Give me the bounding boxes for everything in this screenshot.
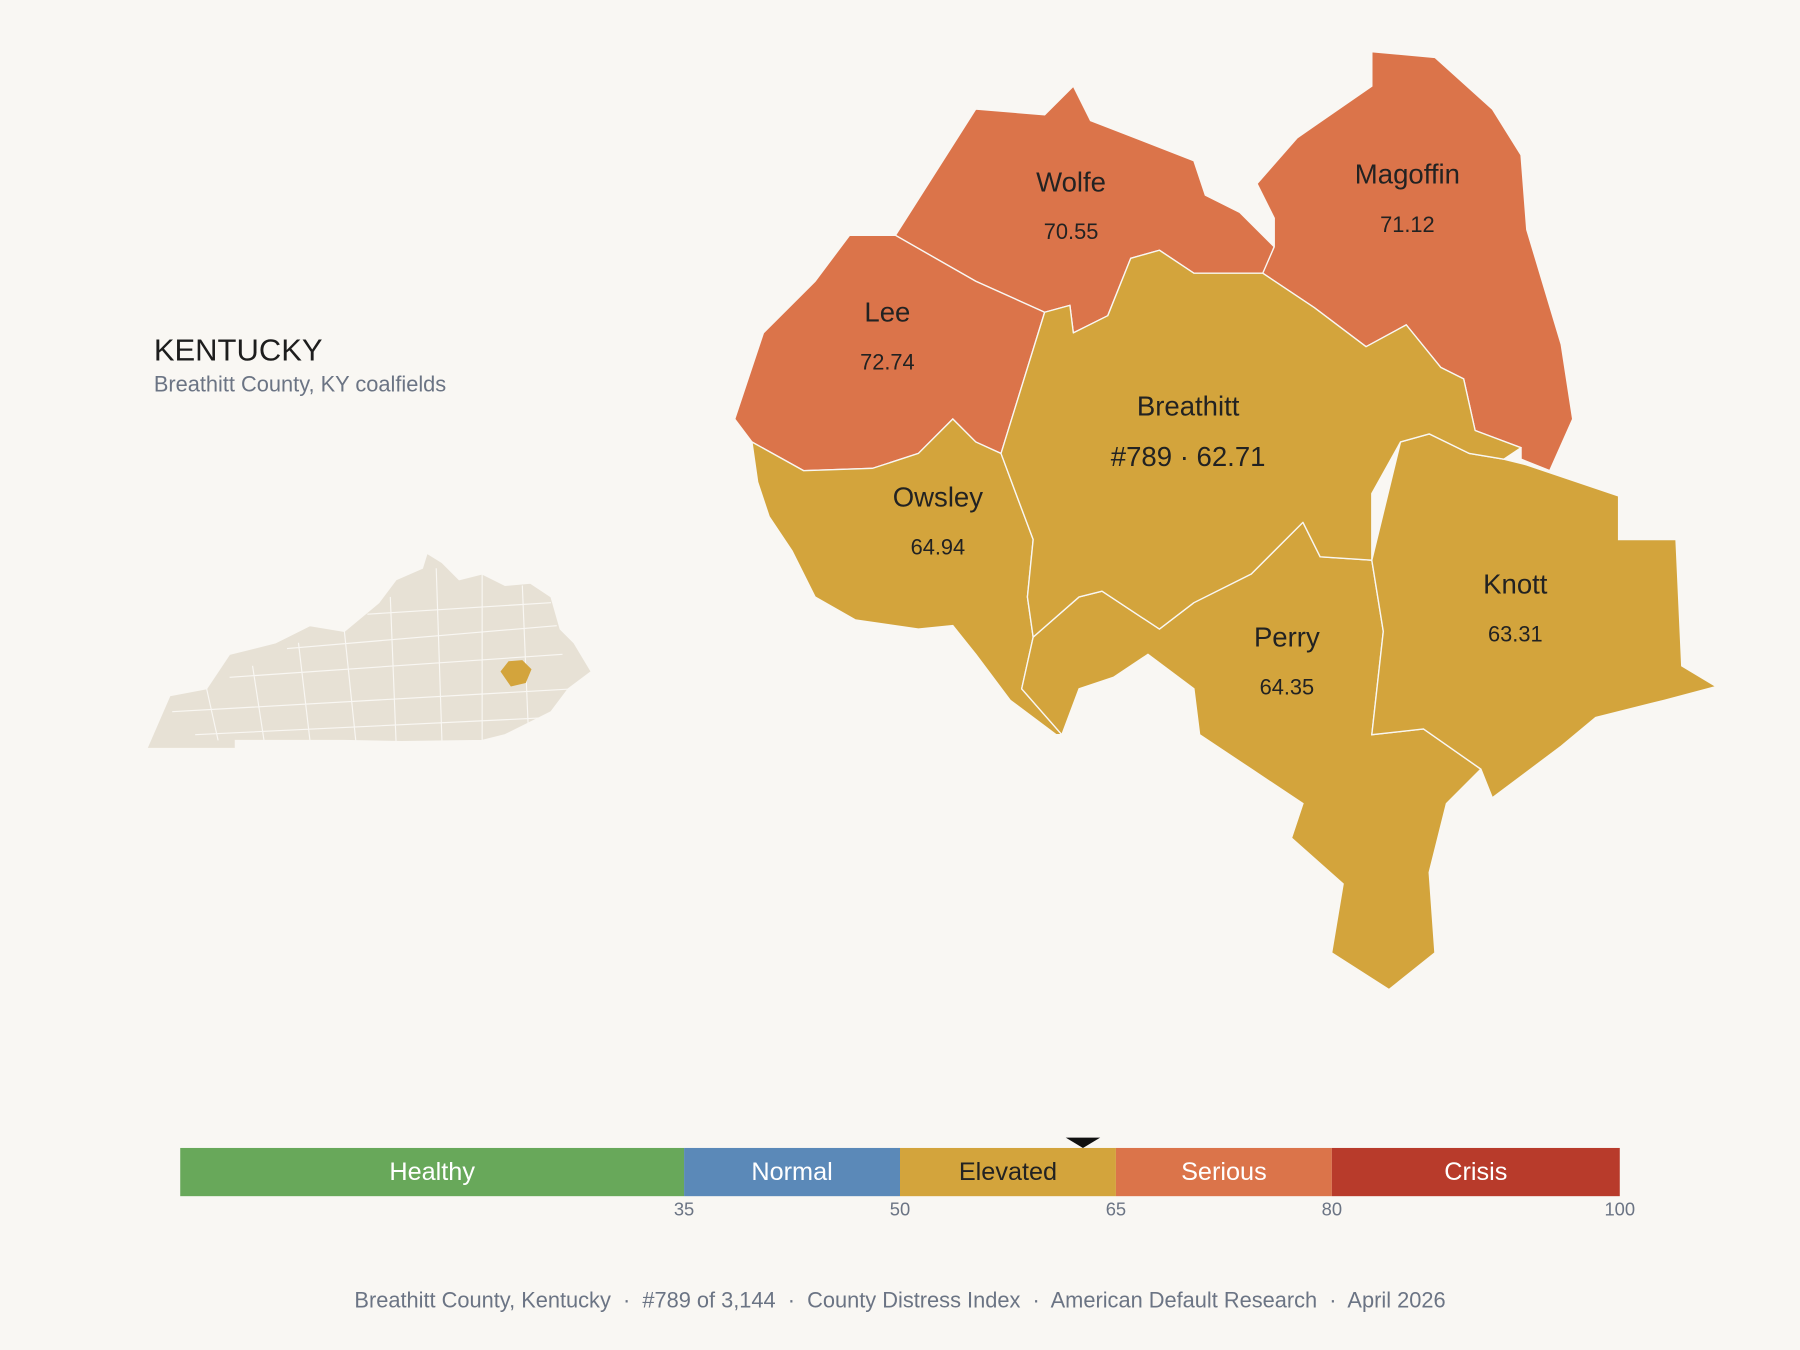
locator-highlight — [500, 660, 532, 687]
county-value-label: #789 · 62.71 — [1111, 441, 1266, 472]
scale-segment — [900, 1147, 1116, 1197]
scale-segment — [1115, 1147, 1332, 1197]
state-locator — [146, 552, 592, 750]
scale-segment-label: Normal — [751, 1158, 832, 1186]
scale-segment-label: Elevated — [959, 1158, 1057, 1186]
county-value: 64.94 — [911, 534, 966, 559]
scale-segment-label: Healthy — [389, 1158, 475, 1186]
county-value: 72.74 — [860, 350, 915, 375]
scale-tick-label: 35 — [674, 1199, 694, 1220]
distress-scale: Healthy Normal Elevated Serious Crisis 35 50 65… — [180, 1137, 1635, 1220]
subtitle: Breathitt County, KY coalfields — [154, 371, 446, 396]
county-value: 64.35 — [1260, 675, 1315, 700]
county-name: Perry — [1254, 621, 1320, 652]
county-lines — [172, 568, 575, 742]
scale-segment — [180, 1147, 685, 1197]
scale-segment — [1331, 1147, 1620, 1197]
county-value: 63.31 — [1488, 622, 1543, 647]
county-name: Magoffin — [1355, 159, 1460, 190]
scale-segment-label: Crisis — [1444, 1158, 1507, 1186]
county-name: Lee — [864, 296, 910, 327]
scale-segment-label: Serious — [1181, 1158, 1267, 1186]
county-labels: Wolfe 70.55 Magoffin 71.12 Lee 72.74 Bre… — [860, 159, 1548, 700]
county-name: Owsley — [893, 481, 984, 512]
county-name: Knott — [1483, 568, 1548, 599]
scale-segment — [684, 1147, 900, 1197]
county-map — [733, 50, 1718, 991]
scale-tick-label: 65 — [1106, 1199, 1126, 1220]
county-shape — [1000, 249, 1522, 638]
state-title: KENTUCKY — [154, 332, 323, 367]
scale-marker — [1065, 1137, 1101, 1148]
county-value: 71.12 — [1380, 212, 1435, 237]
county-name: Breathitt — [1137, 391, 1240, 422]
scale-tick-label: 80 — [1322, 1199, 1342, 1220]
county-value: 70.55 — [1044, 219, 1099, 244]
county-name: Wolfe — [1036, 167, 1106, 198]
scale-tick-label: 50 — [890, 1199, 910, 1220]
footer: Breathitt County, Kentucky · #789 of 3,1… — [354, 1288, 1445, 1313]
scale-tick-label: 100 — [1604, 1199, 1635, 1220]
